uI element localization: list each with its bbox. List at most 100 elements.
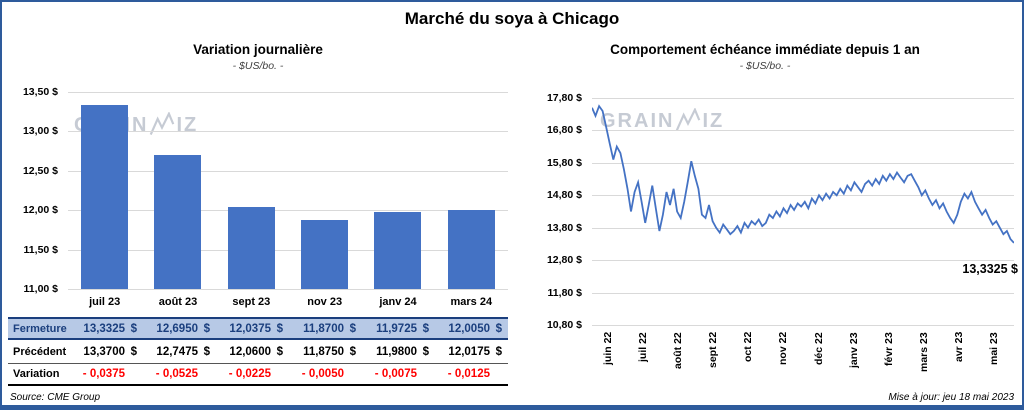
table-row: Précédent 13,3700 $12,7475 $12,0600 $11,8750… (8, 340, 508, 363)
one-year-panel: Comportement échéance immédiate depuis 1… (512, 36, 1018, 388)
table-value: 11,8750 (303, 345, 344, 358)
bar-column (68, 105, 141, 289)
updated-note: Mise à jour: jeu 18 mai 2023 (888, 392, 1014, 403)
table-cell: - 0,0125 (435, 368, 508, 380)
y-axis-tick-label: 10,80 $ (546, 319, 582, 331)
table-value: 13,3325 (83, 322, 125, 335)
line-chart-x-axis: juin 22 juil 22 août 22 sept 22 oct 22 nov 22… (592, 330, 1014, 386)
table-cell: - 0,0375 (70, 368, 143, 380)
watermark-zigzag-icon (150, 112, 175, 135)
bar-chart-subtitle: - $US/bo. - (232, 60, 284, 72)
grainwiz-watermark: GRAIN IZ (600, 108, 724, 134)
gridline (68, 289, 508, 290)
table-cell: 11,9725 $ (362, 323, 435, 335)
x-axis-tick-label: sept 22 (707, 332, 720, 369)
gridline (592, 130, 1014, 132)
y-axis-tick-label: 11,00 $ (23, 283, 58, 295)
watermark-text-left: GRAIN (600, 109, 675, 132)
gridline (592, 260, 1014, 262)
table-value: 12,6950 (156, 322, 198, 335)
x-axis-tick-label: juin 22 (601, 332, 614, 366)
price-table: Fermeture 13,3325 $12,6950 $12,0375 $11,8700… (8, 317, 508, 386)
watermark-text-right: IZ (176, 113, 199, 136)
table-cell: 11,8700 $ (289, 323, 362, 335)
gridline (592, 325, 1014, 326)
table-value: - 0,0075 (374, 368, 417, 380)
bar-chart-y-axis: 13,50 $ 13,00 $ 12,50 $ 12,00 $ 11,50 $ 11,00… (8, 86, 64, 295)
table-cell: 12,0600 $ (216, 346, 289, 358)
price-line (592, 104, 1014, 244)
x-axis-category-label: mars 24 (450, 296, 493, 308)
table-cell: 13,3700 $ (70, 346, 143, 358)
table-cell: - 0,0050 (289, 368, 362, 380)
x-axis-tick-label: janv 23 (847, 332, 860, 368)
table-cell: 12,0375 $ (216, 323, 289, 335)
table-cell: - 0,0525 (143, 368, 216, 380)
currency-symbol: $ (495, 322, 502, 335)
x-axis-tick-label: nov 22 (777, 332, 790, 366)
line-chart-plot: GRAIN IZ 13,3325 $ (592, 98, 1018, 326)
y-axis-tick-label: 12,50 $ (22, 164, 58, 177)
y-axis-tick-label: 16,80 $ (546, 124, 582, 137)
line-chart-subtitle: - $US/bo. - (739, 60, 791, 72)
table-value: 11,9800 (376, 345, 417, 358)
y-axis-tick-label: 14,80 $ (546, 189, 582, 202)
x-axis-category-label: sept 23 (232, 296, 271, 308)
table-row-label: Variation (13, 368, 60, 380)
gridline (592, 292, 1014, 294)
bar-column (215, 207, 288, 289)
table-cell: 12,7475 $ (143, 346, 216, 358)
line-chart-y-axis: 17,80 $ 16,80 $ 15,80 $ 14,80 $ 13,80 $ 12,80… (512, 92, 588, 331)
y-axis-tick-label: 13,50 $ (22, 86, 58, 98)
y-axis-tick-label: 13,00 $ (22, 125, 58, 138)
table-cell: 12,6950 $ (143, 323, 216, 335)
x-axis-category-label: juil 23 (89, 296, 121, 308)
x-axis-category-label: nov 23 (307, 296, 343, 308)
table-cell: 11,9800 $ (362, 346, 435, 358)
source-note: Source: CME Group (10, 392, 101, 403)
bar (227, 207, 275, 289)
bar-column (288, 220, 361, 289)
daily-variation-panel: Variation journalière - $US/bo. - 13,50 … (8, 36, 508, 388)
x-axis-tick-label: mai 23 (988, 332, 1001, 365)
currency-symbol: $ (422, 345, 429, 358)
currency-symbol: $ (130, 345, 137, 358)
table-cell: - 0,0075 (362, 368, 435, 380)
currency-symbol: $ (495, 345, 502, 358)
table-value: 12,0375 (229, 322, 271, 335)
currency-symbol: $ (203, 345, 210, 358)
currency-symbol: $ (130, 322, 137, 335)
currency-symbol: $ (276, 322, 283, 335)
x-axis-category-label: janv 24 (379, 296, 417, 308)
table-cell: 12,0175 $ (435, 346, 508, 358)
table-value: 12,0175 (448, 345, 490, 358)
gridline (592, 227, 1014, 229)
bar-chart-plot: GRAIN IZ (68, 92, 508, 290)
page-title: Marché du soya à Chicago (404, 9, 620, 28)
bar-chart-title: Variation journalière (193, 42, 323, 57)
bar-column (141, 155, 214, 289)
line-chart-title: Comportement échéance immédiate depuis 1… (610, 42, 920, 57)
table-cell: 12,0050 $ (435, 323, 508, 335)
table-value: 12,0050 (448, 322, 490, 335)
y-axis-tick-label: 12,00 $ (22, 204, 58, 217)
table-value: 11,8700 (303, 322, 344, 335)
table-value: - 0,0525 (155, 368, 198, 380)
x-axis-tick-label: févr 23 (882, 332, 895, 366)
bar-chart-x-axis: juil 23 août 23 sept 23 nov 23 janv 24 mars 2… (68, 296, 508, 314)
y-axis-tick-label: 11,80 $ (547, 286, 582, 299)
table-row-label: Précédent (13, 345, 67, 358)
x-axis-tick-label: déc 22 (812, 332, 825, 365)
table-value: 12,0600 (229, 345, 271, 358)
y-axis-tick-label: 15,80 $ (546, 156, 582, 169)
gridline (68, 210, 508, 212)
y-axis-tick-label: 13,80 $ (546, 221, 582, 234)
currency-symbol: $ (203, 322, 210, 335)
bar (81, 105, 129, 289)
gridline (68, 92, 508, 93)
bar-column (361, 212, 434, 289)
gridline (68, 249, 508, 251)
table-value: - 0,0125 (447, 368, 490, 380)
table-value: - 0,0225 (228, 368, 271, 380)
